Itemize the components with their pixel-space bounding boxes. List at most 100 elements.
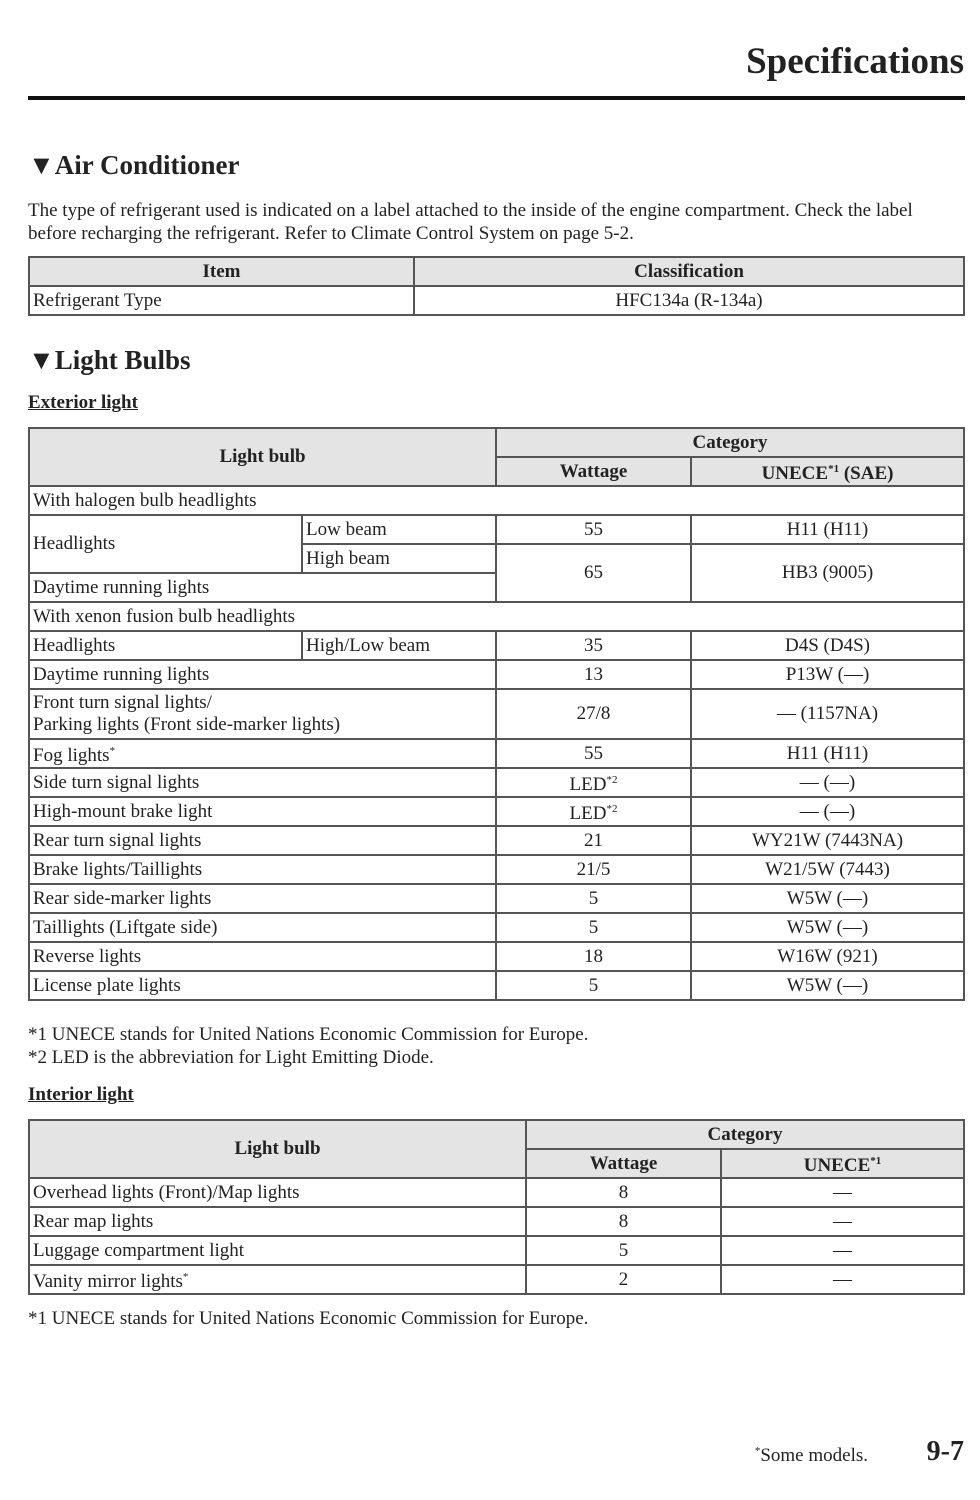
cell-wattage: 21/5 xyxy=(495,854,693,885)
cell-code: WY21W (7443NA) xyxy=(690,825,965,856)
page-number: 9-7 xyxy=(926,1436,964,1467)
table-row: Fog lights* 55 H11 (H11) xyxy=(27,738,965,769)
interior-light-table: Light bulb Category Wattage UNECE*1 Over… xyxy=(28,1119,965,1295)
table-row: Headlights High/Low beam 35 D4S (D4S) xyxy=(28,630,965,661)
cell-light-bulb: License plate lights xyxy=(27,970,498,1001)
cell-wattage: LED*2 xyxy=(495,767,693,798)
footnote-interior-1: *1 UNECE stands for United Nations Econo… xyxy=(28,1308,589,1329)
table-row: Brake lights/Taillights 21/5 W21/5W (7443) xyxy=(27,854,965,885)
group-xenon: With xenon fusion bulb headlights xyxy=(28,601,965,632)
cell-code: — (1157NA) xyxy=(690,688,965,740)
cell-wattage: 5 xyxy=(495,883,693,914)
header-wattage: Wattage xyxy=(495,456,693,487)
cell-wattage: 18 xyxy=(495,941,693,972)
cell-drl: Daytime running lights xyxy=(27,572,498,603)
section-heading-light-bulbs: ▼Light Bulbs xyxy=(28,345,191,375)
cell-code: — xyxy=(720,1264,965,1295)
group-halogen: With halogen bulb headlights xyxy=(28,485,965,516)
table-row: Side turn signal lights LED*2— (—) xyxy=(27,767,965,798)
cell-wattage: 65 xyxy=(495,543,693,603)
cell-code: H11 (H11) xyxy=(690,514,965,545)
cell-code: W21/5W (7443) xyxy=(690,854,965,885)
cell-light-bulb: Overhead lights (Front)/Map lights xyxy=(28,1177,527,1208)
cell-code: W5W (—) xyxy=(690,883,965,914)
footnote-1: *1 UNECE stands for United Nations Econo… xyxy=(28,1024,589,1045)
cell-high-beam: High beam xyxy=(300,543,498,574)
table-row: Reverse lights 18 W16W (921) xyxy=(27,941,965,972)
subheading-interior: Interior light xyxy=(28,1084,134,1105)
table-row: High beam 65 HB3 (9005) xyxy=(29,543,965,603)
header-unece: UNECE*1 xyxy=(720,1148,965,1179)
cell-code: — xyxy=(720,1235,965,1266)
cell-light-bulb: Rear turn signal lights xyxy=(27,825,498,856)
cell-code: W16W (921) xyxy=(690,941,965,972)
cell-light-bulb: Side turn signal lights xyxy=(27,767,498,798)
table-row: Taillights (Liftgate side) 5 W5W (—) xyxy=(27,912,965,943)
section-heading-air-conditioner: ▼Air Conditioner xyxy=(28,150,240,180)
cell-beam: High/Low beam xyxy=(300,630,498,661)
cell-code: — xyxy=(720,1177,965,1208)
subheading-exterior: Exterior light xyxy=(28,392,138,413)
header-unece: UNECE*1 (SAE) xyxy=(690,456,965,487)
cell-code: — (—) xyxy=(690,796,965,827)
table-row: Rear turn signal lights 21 WY21W (7443NA) xyxy=(27,825,965,856)
cell-light-bulb: Brake lights/Taillights xyxy=(27,854,498,885)
cell-code: W5W (—) xyxy=(690,912,965,943)
cell-light-bulb: Vanity mirror lights* xyxy=(28,1264,527,1295)
table-row: Front turn signal lights/Parking lights … xyxy=(27,688,965,740)
cell-wattage: 21 xyxy=(495,825,693,856)
page-title: Specifications xyxy=(746,41,964,82)
cell-light-bulb: Fog lights* xyxy=(27,738,498,769)
cell-code: — xyxy=(720,1206,965,1237)
air-conditioner-paragraph: The type of refrigerant used is indicate… xyxy=(28,200,913,244)
table-row: Headlights Low beam 55 H11 (H11) xyxy=(28,514,965,574)
cell-code: D4S (D4S) xyxy=(690,630,965,661)
cell-code: W5W (—) xyxy=(690,970,965,1001)
table-row: Vanity mirror lights* 2— xyxy=(28,1264,965,1295)
cell-wattage: 2 xyxy=(525,1264,722,1295)
footer-note: *Some models. xyxy=(754,1445,868,1466)
cell-item: Refrigerant Type xyxy=(28,285,415,316)
cell-wattage: 5 xyxy=(525,1235,722,1266)
cell-wattage: 8 xyxy=(525,1177,722,1208)
cell-light-bulb: High-mount brake light xyxy=(27,796,498,827)
header-light-bulb: Light bulb xyxy=(28,1119,527,1179)
group-row: With xenon fusion bulb headlights xyxy=(28,601,965,632)
cell-light-bulb: Rear map lights xyxy=(28,1206,527,1237)
cell-wattage: 5 xyxy=(495,912,693,943)
cell-code: HB3 (9005) xyxy=(690,543,965,603)
cell-wattage: 5 xyxy=(495,970,693,1001)
table-row: Rear side-marker lights 5 W5W (—) xyxy=(27,883,965,914)
cell-code: — (—) xyxy=(690,767,965,798)
cell-wattage: 35 xyxy=(495,630,693,661)
footnote-2: *2 LED is the abbreviation for Light Emi… xyxy=(28,1047,434,1068)
cell-classification: HFC134a (R-134a) xyxy=(413,285,965,316)
cell-wattage: LED*2 xyxy=(495,796,693,827)
table-row: Daytime running lights xyxy=(27,572,964,603)
cell-headlights: Headlights xyxy=(28,630,303,661)
header-rule xyxy=(28,96,965,100)
table-row: Rear map lights 8— xyxy=(28,1206,965,1237)
cell-wattage: 27/8 xyxy=(495,688,693,740)
exterior-light-table: Light bulb Category Wattage UNECE*1 (SAE… xyxy=(27,427,965,1001)
cell-light-bulb: Luggage compartment light xyxy=(28,1235,527,1266)
cell-low-beam: Low beam xyxy=(300,514,498,545)
header-light-bulb: Light bulb xyxy=(27,427,498,487)
header-classification: Classification xyxy=(413,256,965,287)
cell-code: H11 (H11) xyxy=(690,738,965,769)
cell-headlights: Headlights xyxy=(28,514,303,574)
table-row: Overhead lights (Front)/Map lights 8— xyxy=(28,1177,965,1208)
cell-light-bulb: Front turn signal lights/Parking lights … xyxy=(27,688,498,740)
cell-wattage: 55 xyxy=(495,738,693,769)
table-row: High-mount brake light LED*2— (—) xyxy=(27,796,965,827)
header-wattage: Wattage xyxy=(525,1148,722,1179)
cell-light-bulb: Daytime running lights xyxy=(27,659,498,690)
cell-code: P13W (—) xyxy=(690,659,965,690)
cell-light-bulb: Rear side-marker lights xyxy=(27,883,498,914)
refrigerant-table: Item Classification Refrigerant Type HFC13… xyxy=(28,256,965,316)
table-row: Daytime running lights 13 P13W (—) xyxy=(27,659,965,690)
cell-light-bulb: Reverse lights xyxy=(27,941,498,972)
cell-wattage: 8 xyxy=(525,1206,722,1237)
table-row: License plate lights 5 W5W (—) xyxy=(27,970,965,1001)
cell-wattage: 55 xyxy=(495,514,693,545)
